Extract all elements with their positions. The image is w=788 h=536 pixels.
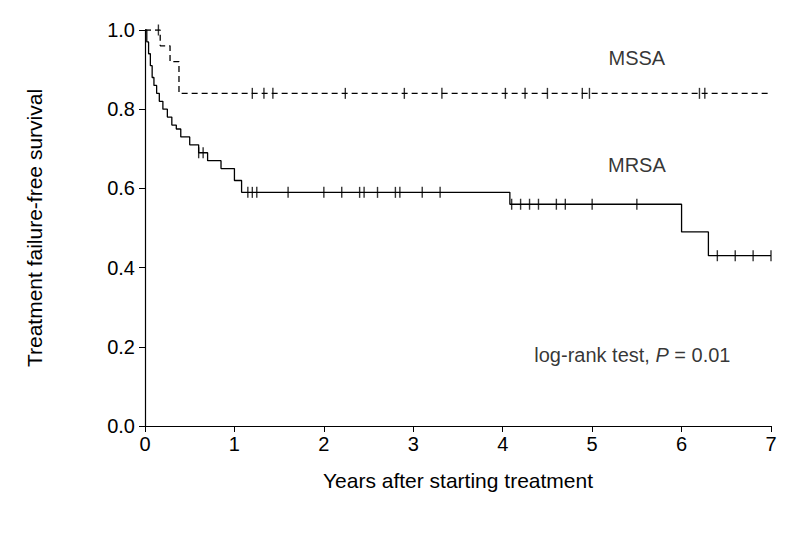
svg-text:Treatment failure-free surviva: Treatment failure-free survival [23, 89, 46, 367]
svg-text:= 0.01: = 0.01 [669, 344, 731, 366]
svg-text:0: 0 [139, 433, 150, 455]
svg-text:5: 5 [587, 433, 598, 455]
svg-text:1.0: 1.0 [107, 19, 135, 41]
svg-text:Years after starting treatment: Years after starting treatment [323, 469, 593, 492]
svg-text:log-rank test,: log-rank test, [534, 344, 655, 366]
svg-text:0.2: 0.2 [107, 336, 135, 358]
svg-text:0.0: 0.0 [107, 415, 135, 437]
svg-text:6: 6 [676, 433, 687, 455]
svg-text:1: 1 [229, 433, 240, 455]
svg-text:2: 2 [318, 433, 329, 455]
svg-text:0.4: 0.4 [107, 257, 135, 279]
svg-text:7: 7 [765, 433, 776, 455]
svg-text:4: 4 [497, 433, 508, 455]
svg-text:MSSA: MSSA [609, 47, 666, 69]
svg-text:MRSA: MRSA [608, 154, 666, 176]
svg-text:P: P [655, 344, 669, 366]
svg-text:0.8: 0.8 [107, 98, 135, 120]
svg-text:0.6: 0.6 [107, 177, 135, 199]
svg-text:3: 3 [408, 433, 419, 455]
